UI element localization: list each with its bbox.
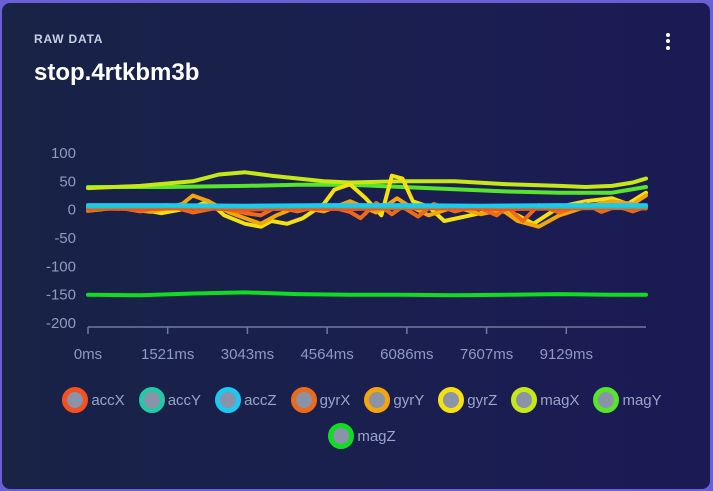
legend-swatch [511, 387, 538, 413]
y-tick-label: 0 [68, 202, 76, 219]
y-tick-label: -50 [54, 230, 76, 247]
y-tick-label: -200 [46, 315, 76, 332]
x-tick-label: 9129ms [540, 346, 593, 363]
legend-label: magY [622, 391, 662, 409]
series-line-magz [86, 290, 648, 298]
legend-item-gyry[interactable]: gyrY [364, 387, 424, 413]
y-tick-label: -150 [46, 287, 76, 304]
raw-data-card: RAW DATA stop.4rtkbm3b 100 50 0 -50 -100 -150… [2, 3, 710, 489]
legend-swatch [328, 423, 355, 449]
legend-swatch [215, 387, 242, 413]
x-tick-label: 4564ms [300, 346, 353, 363]
x-tick-label: 1521ms [141, 346, 194, 363]
legend-label: accZ [244, 391, 277, 409]
line-chart: 100 50 0 -50 -100 -150 -200 0ms 1521ms 3043ms 4564… [46, 145, 648, 363]
legend-swatch [364, 387, 391, 413]
legend-swatch [62, 387, 89, 413]
legend-item-magx[interactable]: magX [511, 387, 579, 413]
legend-label: gyrY [393, 391, 425, 409]
y-tick-label: -100 [46, 258, 76, 275]
vertical-dots-icon[interactable] [658, 29, 678, 53]
legend-item-magz[interactable]: magZ [328, 423, 396, 449]
legend-item-gyrz[interactable]: gyrZ [438, 387, 497, 413]
chart-legend: accX accY accZ gyrX gyrY gyrZ magX magY magZ [62, 387, 662, 449]
legend-item-accz[interactable]: accZ [215, 387, 277, 413]
legend-label: magZ [357, 427, 396, 445]
legend-label: accX [91, 391, 125, 409]
legend-label: gyrX [319, 391, 351, 409]
y-tick-label: 100 [51, 145, 76, 162]
menu-dot [666, 39, 670, 43]
legend-label: accY [167, 391, 202, 409]
series-line-magy [86, 182, 648, 195]
y-tick-label: 50 [59, 173, 76, 190]
menu-dot [666, 45, 670, 50]
legend-item-accx[interactable]: accX [62, 387, 125, 413]
series-line-gyry [86, 193, 648, 229]
legend-label: magX [540, 391, 580, 409]
card-label: RAW DATA [34, 32, 104, 46]
legend-item-accy[interactable]: accY [138, 387, 202, 413]
legend-swatch [290, 387, 317, 413]
x-tick-label: 0ms [74, 346, 102, 363]
legend-item-magy[interactable]: magY [593, 387, 662, 413]
legend-label: gyrZ [467, 391, 498, 409]
legend-swatch [138, 387, 165, 413]
x-tick-label: 3043ms [221, 346, 274, 363]
x-tick-label: 6086ms [380, 346, 433, 363]
card-title: stop.4rtkbm3b [34, 59, 200, 86]
legend-swatch [593, 387, 620, 413]
legend-item-gyrx[interactable]: gyrX [290, 387, 351, 413]
menu-dot [666, 32, 670, 37]
x-tick-label: 7607ms [460, 346, 513, 363]
series-line-accz [86, 203, 648, 208]
legend-swatch [438, 387, 465, 413]
